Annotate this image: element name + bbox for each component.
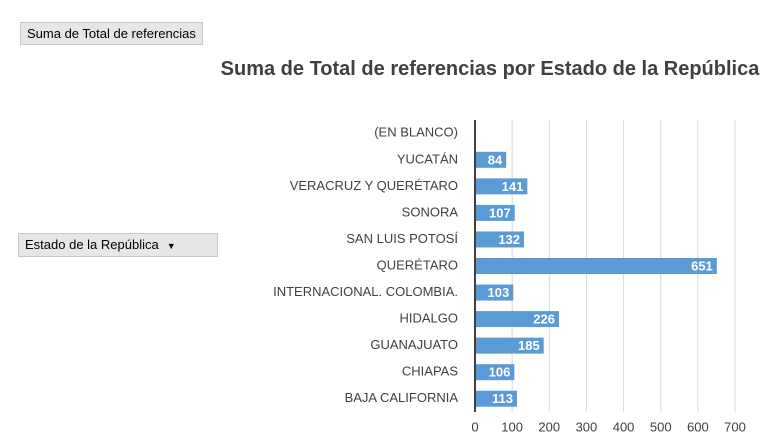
y-tick-label: GUANAJUATO — [370, 337, 458, 352]
y-tick-label: VERACRUZ Y QUERÉTARO — [290, 178, 458, 193]
data-label: 141 — [502, 179, 524, 194]
data-label: 113 — [492, 391, 513, 406]
y-tick-label: YUCATÁN — [397, 151, 458, 166]
x-tick-label: 200 — [538, 419, 560, 434]
y-tick-label: HIDALGO — [399, 311, 458, 326]
value-field-button[interactable]: Suma de Total de referencias — [20, 22, 203, 45]
data-label: 107 — [489, 205, 511, 220]
data-label: 226 — [533, 312, 555, 327]
y-tick-label: BAJA CALIFORNIA — [345, 390, 459, 405]
bar — [475, 337, 544, 354]
category-field-label: Estado de la República — [25, 237, 159, 252]
dropdown-arrow: ▼ — [166, 241, 176, 251]
data-label: 132 — [498, 232, 520, 247]
bar — [475, 151, 507, 168]
category-field-button[interactable]: Estado de la República ▼ — [18, 233, 218, 257]
y-tick-label: SONORA — [402, 204, 459, 219]
x-tick-label: 500 — [650, 419, 672, 434]
x-tick-label: 400 — [613, 419, 635, 434]
chart-title: Suma de Total de referencias por Estado … — [220, 58, 760, 80]
bar — [475, 390, 517, 407]
x-tick-label: 0 — [471, 419, 478, 434]
data-label: 106 — [489, 365, 511, 380]
y-tick-label: (EN BLANCO) — [374, 125, 458, 140]
x-tick-label: 100 — [501, 419, 523, 434]
y-tick-label: SAN LUIS POTOSÍ — [346, 231, 458, 246]
bar — [475, 284, 514, 301]
data-label: 84 — [488, 152, 503, 167]
data-label: 185 — [518, 338, 540, 353]
x-tick-label: 600 — [687, 419, 709, 434]
bar — [475, 311, 559, 328]
bar — [475, 258, 717, 274]
x-tick-label: 700 — [724, 419, 746, 434]
bar — [475, 204, 515, 221]
data-label: 651 — [691, 258, 713, 273]
bar — [475, 178, 528, 195]
bar — [475, 364, 515, 381]
y-tick-label: QUERÉTARO — [377, 257, 458, 272]
data-label: 103 — [488, 285, 510, 300]
bar — [475, 231, 525, 248]
y-tick-label: INTERNACIONAL. COLOMBIA. — [273, 284, 458, 299]
y-tick-label: CHIAPAS — [402, 364, 458, 379]
x-tick-label: 300 — [576, 419, 598, 434]
